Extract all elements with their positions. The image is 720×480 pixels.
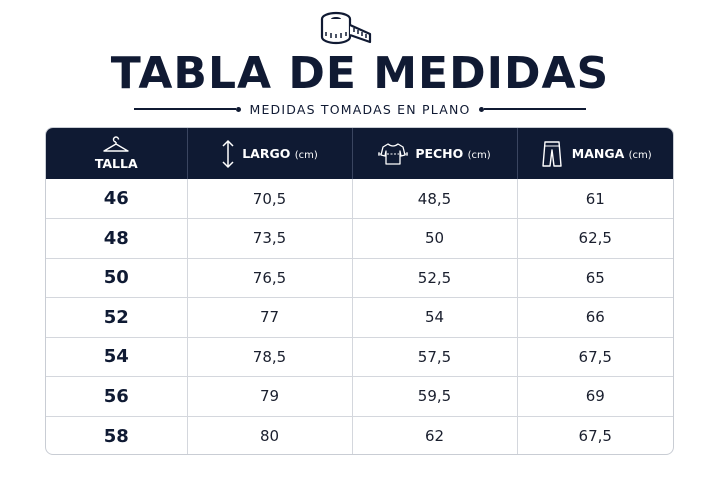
cell-pecho: 48,5 — [352, 179, 518, 219]
cell-pecho: 54 — [352, 297, 518, 338]
cell-largo: 78,5 — [187, 337, 353, 377]
column-unit-pecho: (cm) — [467, 150, 491, 161]
subtitle-row: MEDIDAS TOMADAS EN PLANO — [0, 98, 720, 120]
cell-manga: 62,5 — [517, 218, 673, 259]
cell-pecho: 62 — [352, 416, 518, 454]
cell-talla: 58 — [46, 416, 188, 454]
table-row: 46 70,5 48,5 61 — [46, 179, 673, 219]
column-label-pecho: PECHO — [415, 146, 464, 161]
measuring-tape-icon — [320, 11, 372, 45]
divider-dot-right — [478, 106, 484, 112]
cell-pecho: 59,5 — [352, 376, 518, 417]
table-row: 58 80 62 67,5 — [46, 416, 673, 454]
table-row: 52 77 54 66 — [46, 297, 673, 338]
table-row: 48 73,5 50 62,5 — [46, 218, 673, 259]
cell-largo: 73,5 — [187, 218, 353, 259]
cell-talla: 50 — [46, 258, 188, 298]
cell-largo: 79 — [187, 376, 353, 417]
cell-manga: 61 — [517, 179, 673, 219]
table-row: 50 76,5 52,5 65 — [46, 258, 673, 298]
cell-largo: 76,5 — [187, 258, 353, 298]
column-header-manga: MANGA (cm) — [517, 128, 673, 179]
cell-talla: 54 — [46, 337, 188, 377]
cell-largo: 70,5 — [187, 179, 353, 219]
divider-right — [483, 108, 586, 110]
cell-talla: 56 — [46, 376, 188, 417]
cell-talla: 52 — [46, 297, 188, 338]
column-label-manga: MANGA — [571, 146, 625, 161]
size-table: TALLA LARGO (cm) — [45, 127, 674, 455]
column-header-talla: TALLA — [46, 128, 188, 179]
cell-manga: 66 — [517, 297, 673, 338]
table-row: 56 79 59,5 69 — [46, 376, 673, 417]
cell-pecho: 57,5 — [352, 337, 518, 377]
cell-pecho: 50 — [352, 218, 518, 259]
cell-talla: 48 — [46, 218, 188, 259]
cell-largo: 77 — [187, 297, 353, 338]
page-title: TABLA DE MEDIDAS — [110, 48, 610, 99]
cell-manga: 65 — [517, 258, 673, 298]
divider-left — [134, 108, 237, 110]
subtitle: MEDIDAS TOMADAS EN PLANO — [249, 101, 471, 117]
column-label-talla: TALLA — [94, 156, 138, 171]
cell-manga: 67,5 — [517, 337, 673, 377]
column-unit-largo: (cm) — [294, 150, 318, 161]
vertical-arrow-icon — [222, 139, 234, 168]
cell-pecho: 52,5 — [352, 258, 518, 298]
column-header-pecho: PECHO (cm) — [352, 128, 518, 179]
column-header-largo: LARGO (cm) — [187, 128, 353, 179]
divider-dot-left — [236, 106, 242, 112]
cell-manga: 69 — [517, 376, 673, 417]
table-row: 54 78,5 57,5 67,5 — [46, 337, 673, 377]
column-unit-manga: (cm) — [628, 150, 652, 161]
column-label-largo: LARGO — [242, 146, 291, 161]
sleeve-icon — [542, 140, 562, 167]
cell-manga: 67,5 — [578, 427, 612, 445]
shirt-chest-icon — [378, 142, 409, 165]
header: TABLA DE MEDIDAS MEDIDAS TOMADAS EN PLAN… — [0, 0, 720, 128]
cell-talla: 46 — [46, 179, 188, 219]
hanger-icon — [103, 136, 129, 152]
table-header-row: TALLA LARGO (cm) — [46, 128, 673, 179]
cell-largo: 80 — [187, 416, 353, 454]
